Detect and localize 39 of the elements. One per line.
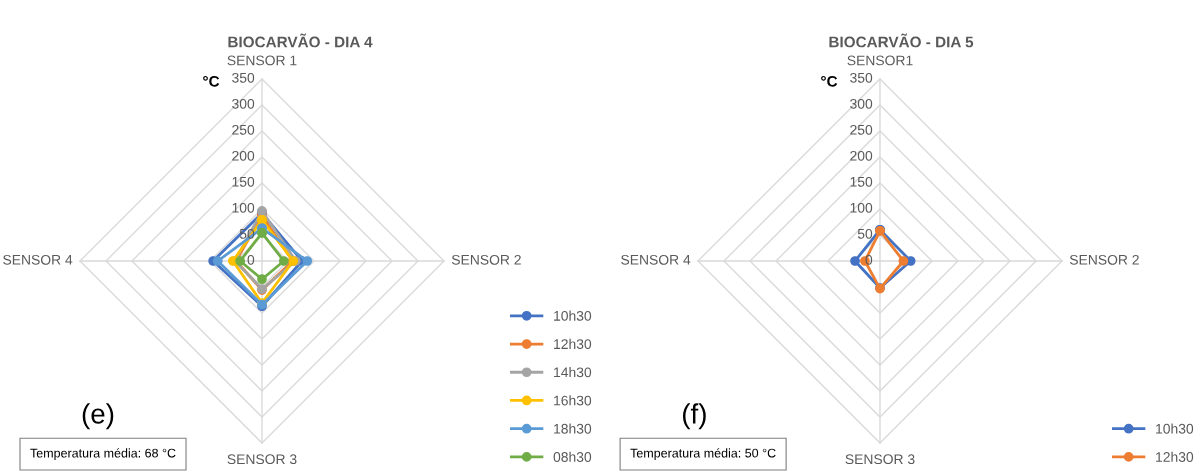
y-tick-label: 100	[850, 202, 873, 213]
legend-label: 14h30	[554, 367, 592, 378]
y-tick-label: 100	[232, 202, 255, 213]
text: °C	[203, 75, 220, 87]
legend-label: 12h30	[554, 338, 592, 350]
y-tick-label: 150	[232, 176, 255, 187]
text: Temperatura média: 50 °C	[630, 448, 776, 460]
y-tick-label: 350	[232, 72, 255, 83]
spoke-label: SENSOR 1	[227, 55, 297, 66]
y-tick-label: 200	[850, 150, 873, 161]
y-tick-label: 200	[232, 150, 255, 161]
text: °C	[821, 75, 838, 87]
legend-label: 16h30	[554, 395, 592, 406]
y-tick-label: 0	[247, 254, 255, 265]
y-tick-label: 350	[850, 72, 873, 83]
y-tick-label: 50	[857, 228, 873, 239]
y-tick-label: 150	[850, 176, 873, 187]
y-tick-label: 50	[239, 228, 255, 239]
y-tick-label: 250	[232, 124, 255, 135]
spoke-label: SENSOR 4	[3, 254, 73, 265]
spoke-label: SENSOR 2	[451, 254, 521, 265]
spoke-label: SENSOR 3	[227, 454, 297, 465]
spoke-label: SENSOR 4	[621, 254, 691, 265]
text: (f)	[682, 403, 706, 430]
y-tick-label: 250	[850, 124, 873, 135]
legend-label: 12h30	[1156, 451, 1194, 462]
text: Temperatura média: 68 °C	[30, 448, 176, 460]
y-tick-label: 300	[850, 98, 873, 109]
chart-title: BIOCARVÃO - DIA 5	[829, 33, 974, 48]
legend-label: 10h30	[554, 310, 592, 321]
y-tick-label: 300	[232, 98, 255, 109]
spoke-label: SENSOR 2	[1069, 254, 1139, 265]
text: (e)	[82, 403, 114, 430]
chart-title: BIOCARVÃO - DIA 4	[228, 33, 373, 48]
legend-label: 10h30	[1156, 423, 1194, 434]
spoke-label: SENSOR1	[847, 55, 913, 66]
legend-label: 08h30	[553, 451, 592, 462]
legend-label: 18h30	[554, 423, 592, 434]
spoke-label: SENSOR 3	[845, 454, 915, 465]
